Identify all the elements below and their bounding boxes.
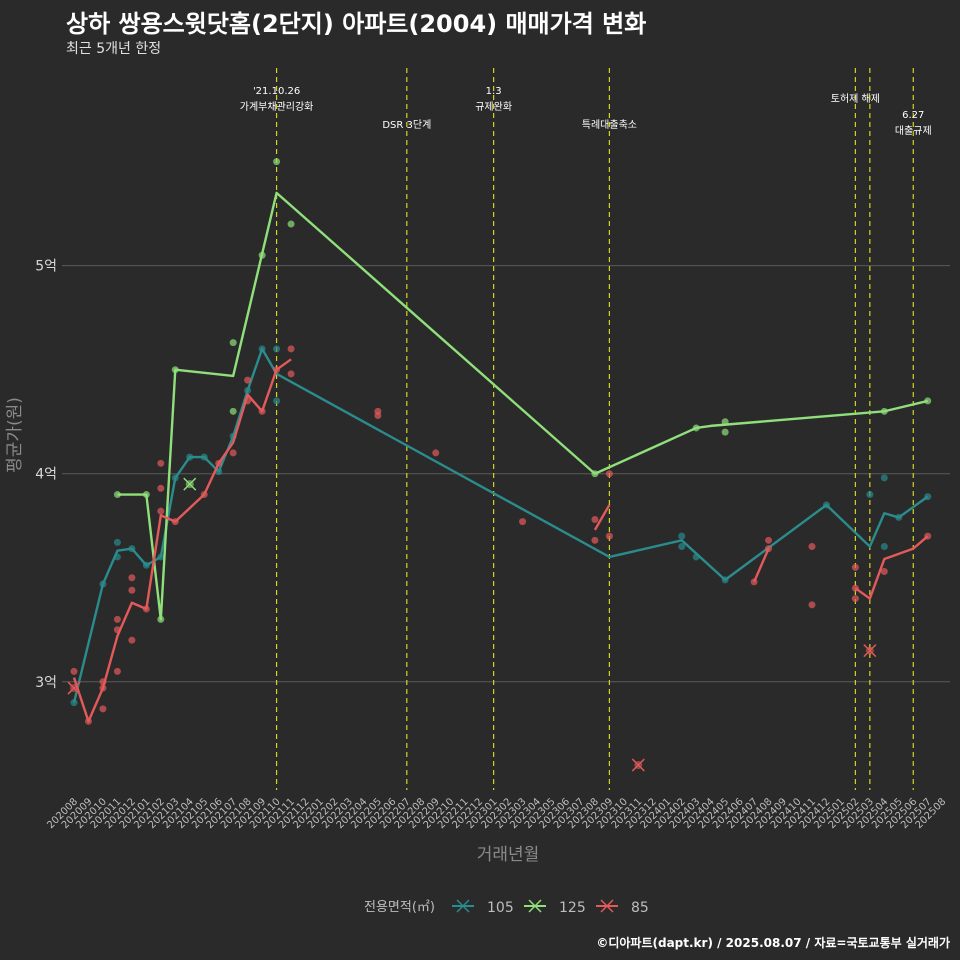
series-125 [113, 158, 932, 623]
data-point-85 [287, 345, 295, 353]
y-tick-label: 5억 [35, 259, 57, 275]
trend-line-85 [854, 535, 929, 600]
y-tick-label: 3억 [35, 675, 57, 691]
data-point-85 [70, 667, 78, 675]
data-point-85 [808, 543, 816, 551]
data-point-85 [765, 536, 773, 544]
data-point-85 [244, 376, 252, 384]
data-point-85 [591, 516, 599, 524]
source-caption: ©디아파트(dapt.kr) / 2025.08.07 / 자료=국토교통부 실… [596, 936, 950, 950]
chart-title: 상하 쌍용스윗닷홈(2단지) 아파트(2004) 매매가격 변화 [66, 10, 647, 38]
data-point-105 [880, 543, 888, 551]
data-point-125 [229, 339, 237, 347]
legend-marker-125 [528, 899, 542, 913]
data-point-105 [273, 345, 281, 353]
y-axis-label: 평균가(원) [5, 397, 25, 473]
data-point-85 [157, 484, 165, 492]
policy-annotation: 가계부채관리강화 [240, 101, 314, 113]
data-point-105 [866, 491, 874, 499]
legend: 전용면적(㎡) 105 125 85 [364, 899, 649, 916]
cross-marker-85 [631, 758, 645, 772]
data-point-85 [591, 536, 599, 544]
policy-annotation: 1.3 [486, 86, 502, 97]
data-point-125 [273, 158, 281, 166]
y-tick-label: 4억 [35, 467, 57, 483]
cross-marker-85 [863, 644, 877, 658]
policy-annotation: 토허제 해제 [831, 92, 880, 105]
data-point-85 [519, 518, 527, 526]
data-point-85 [851, 563, 859, 571]
data-point-85 [851, 595, 859, 603]
legend-marker-105-stroke [456, 899, 470, 913]
data-point-85 [157, 459, 165, 467]
data-point-125 [287, 220, 295, 228]
grid-layer [62, 265, 950, 683]
data-point-85 [605, 532, 613, 540]
data-point-105 [678, 543, 686, 551]
policy-annotation: 특례대출축소 [582, 119, 637, 131]
policy-annotation: 6.27 [902, 110, 924, 121]
tick-layer: 3억4억5억2020082020092020102020112020122021… [35, 259, 948, 831]
data-point-85 [157, 507, 165, 515]
data-point-125 [721, 428, 729, 436]
data-point-85 [287, 370, 295, 378]
legend-marker-85-stroke [600, 899, 614, 913]
data-point-85 [113, 615, 121, 623]
legend-title: 전용면적(㎡) [364, 900, 435, 915]
data-point-85 [880, 568, 888, 576]
legend-marker-85 [600, 899, 614, 913]
chart-subtitle: 최근 5개년 한정 [66, 41, 162, 57]
legend-marker-125-stroke [528, 899, 542, 913]
legend-label-85: 85 [631, 900, 649, 916]
cross-marker-125-stroke [183, 477, 197, 491]
cross-marker-85-stroke [631, 758, 645, 772]
data-point-105 [113, 538, 121, 546]
trend-line-85 [593, 504, 611, 531]
policy-annotation: DSR 3단계 [382, 119, 431, 131]
x-axis-label: 거래년월 [477, 845, 540, 865]
policy-annotation: '21.10.26 [253, 86, 300, 97]
trend-line-125 [117, 191, 929, 621]
data-point-85 [605, 470, 613, 478]
series-105 [70, 345, 932, 707]
data-point-85 [99, 705, 107, 713]
legend-label-105: 105 [487, 900, 514, 916]
data-point-85 [128, 586, 136, 594]
policy-annotation: 대출규제 [895, 125, 932, 137]
data-point-105 [273, 397, 281, 405]
series-85 [67, 345, 932, 772]
data-point-85 [128, 636, 136, 644]
trend-line-85 [752, 548, 770, 583]
data-point-85 [808, 601, 816, 609]
cross-marker-125 [183, 477, 197, 491]
data-point-125 [229, 407, 237, 415]
data-point-85 [432, 449, 440, 457]
series-layer [67, 158, 932, 772]
cross-marker-85-stroke [67, 681, 81, 695]
data-point-85 [374, 411, 382, 419]
data-point-85 [128, 574, 136, 582]
data-point-105 [880, 474, 888, 482]
trend-line-85 [72, 358, 292, 723]
legend-marker-105 [456, 899, 470, 913]
cross-marker-85-stroke [863, 644, 877, 658]
legend-label-125: 125 [559, 900, 586, 916]
data-point-85 [113, 667, 121, 675]
data-point-105 [678, 532, 686, 540]
policy-annotation: 규제완화 [475, 101, 512, 113]
cross-marker-85 [67, 681, 81, 695]
trend-line-105 [72, 347, 929, 703]
data-point-85 [229, 449, 237, 457]
